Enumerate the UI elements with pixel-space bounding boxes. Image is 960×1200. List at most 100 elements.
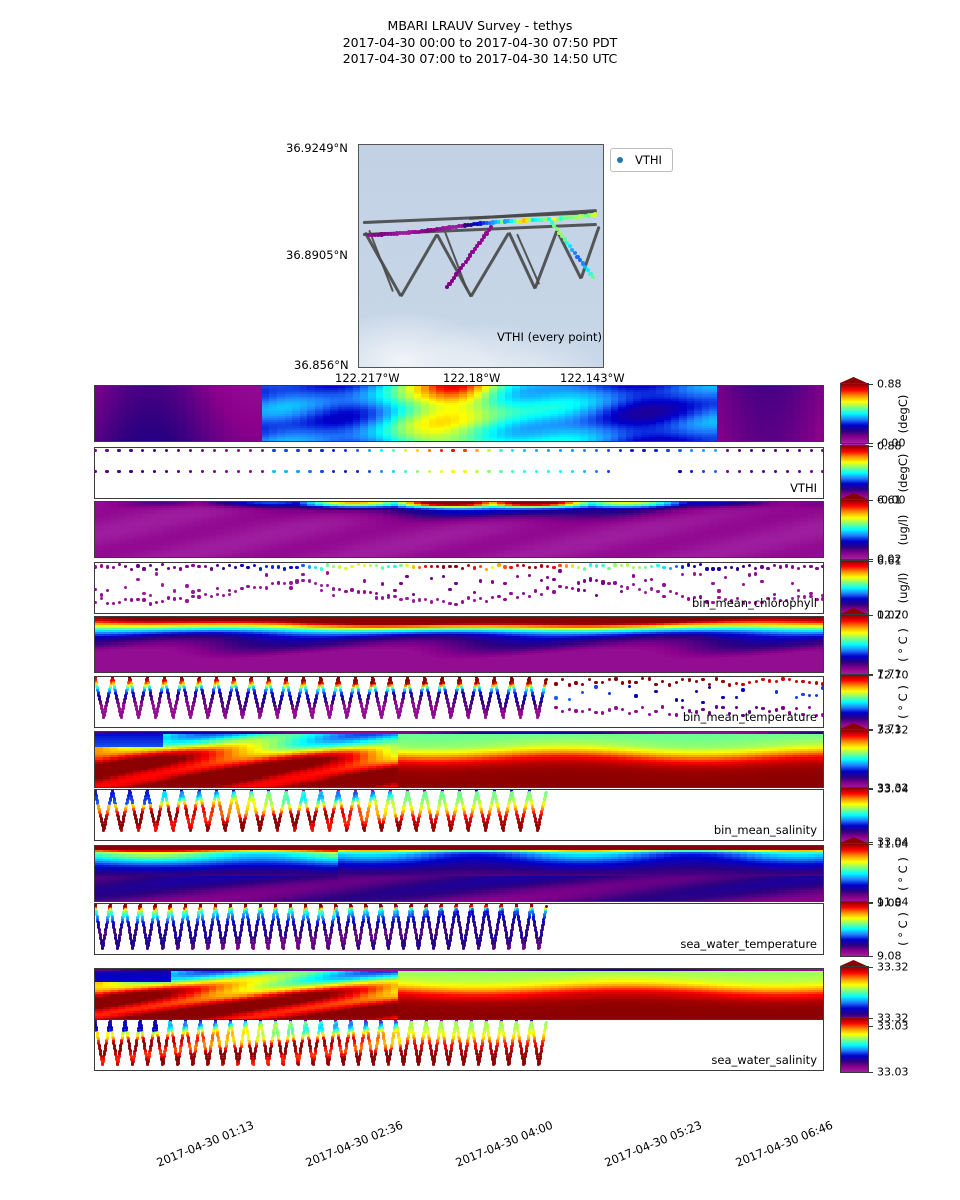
x-tick-mark xyxy=(393,954,394,955)
x-tick-mark xyxy=(244,441,245,442)
colorbar-tick-mark xyxy=(868,446,873,447)
vthi-point xyxy=(570,247,575,252)
contour-field xyxy=(95,386,823,441)
x-tick-mark xyxy=(244,672,245,673)
vthi-point xyxy=(558,216,564,221)
map-xtick-0: 122.217°W xyxy=(335,371,400,385)
map-ytick-0: 36.9249°N xyxy=(286,141,348,155)
colorbar-tick-mark xyxy=(868,559,873,560)
survey-map[interactable] xyxy=(358,144,604,368)
panel-variable-label: sea_water_temperature xyxy=(680,937,817,951)
colorbar-extend-up xyxy=(840,960,867,966)
vthi-point xyxy=(580,261,585,266)
scatter-panel-bin_mean_chlorophyll[interactable]: 015304560depth (m)bin_mean_chlorophyll xyxy=(94,562,824,614)
scatter-panel-VTHI[interactable]: 015304560depth (m)VTHI xyxy=(94,447,824,499)
vthi-point xyxy=(456,224,461,229)
vthi-point xyxy=(578,257,583,263)
contour-panel-bin_mean_temperature[interactable]: 015304560depth (m) xyxy=(94,616,824,673)
vthi-point xyxy=(451,275,457,280)
vthi-point xyxy=(441,226,446,231)
colorbar-sea_water_temperature: 11.04 9.08( ° C ) xyxy=(840,837,910,910)
x-tick-mark xyxy=(393,672,394,673)
x-tick-mark xyxy=(692,672,693,673)
colorbar-max-label: 33.32 xyxy=(868,782,909,795)
vthi-point xyxy=(486,228,491,233)
x-tick-mark xyxy=(692,441,693,442)
vthi-point xyxy=(490,220,496,225)
colorbar-max-label: 33.32 xyxy=(868,724,909,737)
vthi-point xyxy=(454,272,459,277)
x-tick-mark xyxy=(692,901,693,902)
colorbar-sea_water_temperature: 11.04 9.08( ° C ) xyxy=(840,896,910,963)
colorbar-tick-mark xyxy=(868,730,873,731)
contour-panel-bin_mean_salinity[interactable]: 015304560depth (m) xyxy=(94,731,824,788)
vthi-point xyxy=(468,253,473,258)
colorbar-tick-mark xyxy=(868,789,873,790)
colorbar-tick-mark xyxy=(868,561,873,562)
map-annotation: VTHI (every point) xyxy=(497,330,602,344)
colorbar-bin_mean_salinity: 33.32 33.04 xyxy=(840,782,909,849)
bathymetry-shading xyxy=(359,251,603,367)
vthi-point xyxy=(463,259,468,264)
vthi-point xyxy=(462,223,468,228)
colorbar-sea_water_salinity: 33.32 33.03 xyxy=(840,1012,909,1079)
vthi-point xyxy=(370,232,375,238)
title-line-2: 2017-04-30 00:00 to 2017-04-30 07:50 PDT xyxy=(0,35,960,52)
vthi-point xyxy=(512,218,517,224)
scatter-panel-bin_mean_salinity[interactable]: 015304560depth (m)bin_mean_salinity xyxy=(94,789,824,841)
colorbar-units-label: (degC) xyxy=(896,394,910,433)
vthi-point xyxy=(552,223,557,228)
vthi-point xyxy=(575,254,580,259)
panel-variable-label: bin_mean_salinity xyxy=(714,823,817,837)
scatter-points xyxy=(95,677,823,727)
contour-panel-bin_mean_chlorophyll[interactable]: 015304560depth (m) xyxy=(94,501,824,558)
colorbar-min-label: 7.71 xyxy=(868,723,902,736)
vthi-point xyxy=(547,217,552,222)
x-tick-mark xyxy=(393,901,394,902)
x-tick-mark xyxy=(823,840,824,841)
vthi-point xyxy=(562,216,567,221)
colorbar-max-label: 0.88 xyxy=(868,440,902,453)
vthi-point xyxy=(552,216,557,221)
x-tick-mark xyxy=(692,613,693,614)
vthi-point xyxy=(447,281,452,287)
x-tick-mark xyxy=(692,557,693,558)
map-legend[interactable]: VTHI xyxy=(610,148,673,172)
colorbar-tick-mark xyxy=(868,967,873,968)
vthi-point xyxy=(479,237,484,242)
vthi-point xyxy=(435,227,440,232)
x-tick-mark xyxy=(543,1070,544,1071)
vthi-point xyxy=(478,221,483,226)
vthi-point xyxy=(489,225,494,230)
scatter-panel-sea_water_salinity[interactable]: 015304560depth (m)sea_water_salinity xyxy=(94,1019,824,1071)
colorbar-bin_mean_temperature: 12.70 7.71( ° C ) xyxy=(840,608,910,681)
vthi-point xyxy=(577,214,582,219)
contour-field xyxy=(95,846,823,901)
scatter-panel-bin_mean_temperature[interactable]: 015304560depth (m)bin_mean_temperature xyxy=(94,676,824,728)
colorbar-tick-mark xyxy=(868,844,873,845)
colorbar-max-label: 0.88 xyxy=(868,378,902,391)
vthi-point xyxy=(503,219,508,224)
x-tick-mark xyxy=(393,787,394,788)
colorbar-max-label: 6.61 xyxy=(868,494,902,507)
contour-panel-VTHI[interactable]: 015304560depth (m) xyxy=(94,385,824,442)
colorbar-tick-mark xyxy=(868,729,873,730)
x-tick-mark xyxy=(244,787,245,788)
contour-panel-sea_water_salinity[interactable]: 015304560depth (m) xyxy=(94,968,824,1025)
vthi-point xyxy=(500,219,505,224)
scatter-panel-sea_water_temperature[interactable]: 015304560depth (m)sea_water_temperature xyxy=(94,903,824,955)
vthi-point xyxy=(465,256,471,261)
colorbar-max-label: 33.32 xyxy=(868,1012,909,1025)
vthi-point xyxy=(449,278,454,283)
vthi-point xyxy=(534,217,539,223)
colorbar-tick-mark xyxy=(868,903,873,904)
colorbar-tick-mark xyxy=(868,384,873,385)
vthi-point xyxy=(422,228,427,233)
vthi-point xyxy=(466,222,471,228)
contour-panel-sea_water_temperature[interactable]: 015304560depth (m) xyxy=(94,845,824,902)
vthi-point xyxy=(591,275,596,280)
vthi-point xyxy=(509,219,514,224)
x-tick-mark xyxy=(244,840,245,841)
title-line-1: MBARI LRAUV Survey - tethys xyxy=(0,18,960,35)
panel-variable-label: bin_mean_temperature xyxy=(683,710,817,724)
